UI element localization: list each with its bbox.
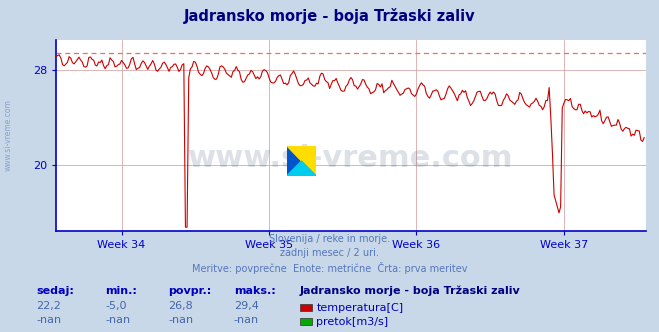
Text: 26,8: 26,8 <box>168 301 193 311</box>
Text: -nan: -nan <box>234 315 259 325</box>
Text: Jadransko morje - boja Tržaski zaliv: Jadransko morje - boja Tržaski zaliv <box>300 285 521 296</box>
Text: maks.:: maks.: <box>234 286 275 296</box>
Text: -nan: -nan <box>168 315 193 325</box>
Text: -nan: -nan <box>105 315 130 325</box>
Text: Jadransko morje - boja Tržaski zaliv: Jadransko morje - boja Tržaski zaliv <box>184 8 475 24</box>
Text: sedaj:: sedaj: <box>36 286 74 296</box>
Polygon shape <box>287 146 316 176</box>
Text: www.si-vreme.com: www.si-vreme.com <box>188 144 513 173</box>
Text: Meritve: povprečne  Enote: metrične  Črta: prva meritev: Meritve: povprečne Enote: metrične Črta:… <box>192 262 467 274</box>
Text: -5,0: -5,0 <box>105 301 127 311</box>
Text: zadnji mesec / 2 uri.: zadnji mesec / 2 uri. <box>280 248 379 258</box>
Text: min.:: min.: <box>105 286 137 296</box>
Polygon shape <box>287 161 316 176</box>
Polygon shape <box>287 146 316 176</box>
Text: pretok[m3/s]: pretok[m3/s] <box>316 317 388 327</box>
Text: Slovenija / reke in morje.: Slovenija / reke in morje. <box>269 234 390 244</box>
Text: 22,2: 22,2 <box>36 301 61 311</box>
Text: 29,4: 29,4 <box>234 301 259 311</box>
Text: povpr.:: povpr.: <box>168 286 212 296</box>
Text: temperatura[C]: temperatura[C] <box>316 303 403 313</box>
Text: -nan: -nan <box>36 315 61 325</box>
Text: www.si-vreme.com: www.si-vreme.com <box>3 99 13 171</box>
